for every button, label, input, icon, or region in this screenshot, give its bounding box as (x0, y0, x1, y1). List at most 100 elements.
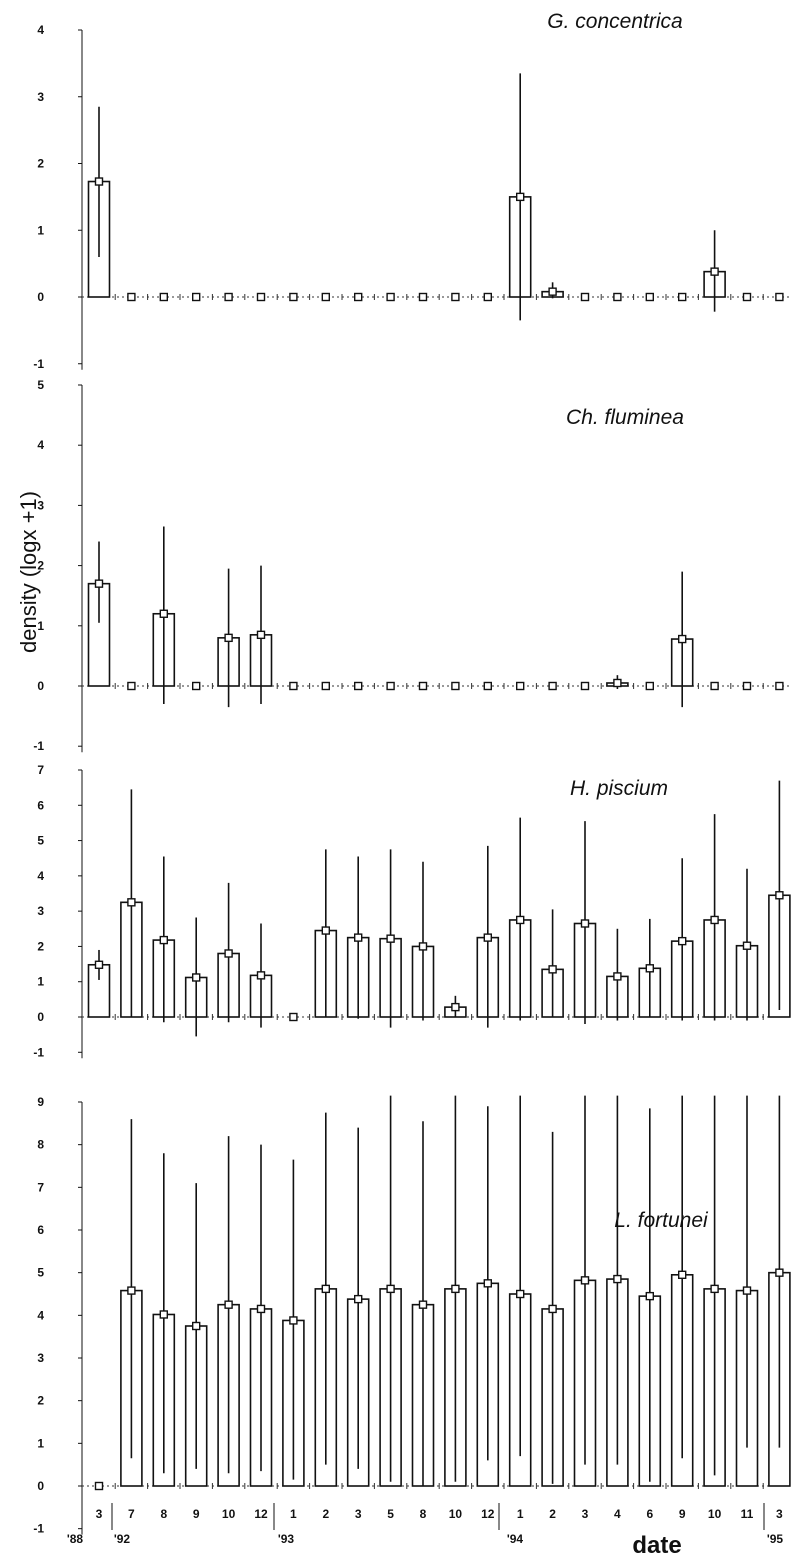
x-axis-title: date (632, 1532, 681, 1558)
y-tick-label: 0 (37, 1010, 44, 1024)
mean-marker (645, 1291, 654, 1301)
y-tick-label: 1 (37, 1436, 44, 1450)
y-tick-label: 1 (37, 223, 44, 237)
mean-marker (127, 898, 136, 907)
y-tick-label: 3 (37, 90, 44, 104)
mean-marker (451, 292, 460, 302)
mean-marker (418, 681, 428, 691)
mean-marker (321, 1284, 330, 1294)
mean-marker (321, 292, 330, 302)
mean-marker (289, 292, 298, 302)
mean-marker (775, 1268, 784, 1277)
x-tick-label: 10 (708, 1507, 722, 1521)
x-tick-label: 2 (322, 1507, 329, 1521)
mean-marker (710, 915, 719, 925)
mean-marker (516, 1289, 525, 1299)
mean-marker (386, 681, 395, 691)
mean-marker (127, 1286, 136, 1295)
mean-marker (289, 1316, 298, 1325)
mean-marker (483, 1279, 492, 1288)
y-tick-label: 3 (37, 904, 44, 918)
mean-marker (580, 292, 590, 302)
mean-marker (418, 292, 428, 302)
mean-marker (159, 1310, 169, 1319)
mean-marker (256, 630, 266, 640)
x-tick-label: 8 (420, 1507, 427, 1521)
mean-marker (191, 973, 201, 982)
mean-marker (613, 678, 622, 688)
x-tick-label: 3 (582, 1507, 589, 1521)
mean-marker (645, 292, 654, 302)
mean-marker (256, 1304, 266, 1314)
mean-marker (386, 1284, 395, 1294)
mean-marker (224, 633, 233, 643)
mean-marker (516, 915, 525, 925)
mean-marker (613, 292, 622, 302)
mean-marker (548, 1304, 557, 1314)
x-tick-label: 2 (549, 1507, 556, 1521)
mean-marker (289, 1012, 298, 1022)
mean-marker (710, 1284, 719, 1294)
mean-marker (645, 964, 654, 973)
mean-marker (191, 1321, 201, 1331)
mean-marker (483, 292, 492, 302)
x-tick-label: 12 (481, 1507, 495, 1521)
mean-marker (483, 933, 492, 942)
mean-marker (613, 972, 622, 981)
mean-marker (159, 935, 169, 945)
mean-marker (775, 891, 784, 900)
mean-marker (516, 192, 525, 202)
y-tick-label: 5 (37, 378, 44, 392)
y-tick-label: 1 (37, 619, 44, 633)
x-tick-label: 5 (387, 1507, 394, 1521)
panel-title: Ch. fluminea (566, 406, 684, 429)
mean-marker (354, 933, 363, 942)
year-label: '88 (67, 1532, 84, 1546)
x-tick-label: 4 (614, 1507, 621, 1521)
year-label: '92 (114, 1532, 131, 1546)
mean-marker (94, 579, 104, 588)
mean-marker (127, 292, 136, 302)
y-tick-label: 2 (37, 559, 44, 573)
y-tick-label: -1 (33, 1522, 44, 1536)
mean-marker (548, 681, 557, 691)
panel-2: -1 0 1 2 3 4 5 Ch. fluminea (33, 378, 790, 753)
mean-marker (256, 971, 266, 980)
mean-marker (710, 681, 719, 691)
mean-marker (94, 960, 104, 969)
y-tick-label: 2 (37, 1394, 44, 1408)
mean-marker (127, 681, 136, 691)
mean-marker (742, 681, 752, 691)
mean-marker (580, 681, 590, 691)
x-tick-label: 9 (679, 1507, 686, 1521)
y-tick-label: 9 (37, 1095, 44, 1109)
x-tick-label: 3 (355, 1507, 362, 1521)
mean-marker (224, 1300, 233, 1309)
x-tick-label: 8 (160, 1507, 167, 1521)
year-label: '95 (767, 1532, 784, 1546)
y-tick-label: 0 (37, 290, 44, 304)
mean-marker (742, 941, 752, 950)
mean-marker (516, 681, 525, 691)
mean-marker (386, 292, 395, 302)
mean-marker (775, 681, 784, 691)
y-tick-label: 5 (37, 834, 44, 848)
mean-marker (678, 292, 687, 302)
mean-marker (613, 1274, 622, 1284)
mean-marker (645, 681, 654, 691)
mean-marker (483, 681, 492, 691)
mean-marker (354, 1294, 363, 1304)
mean-marker (159, 609, 169, 618)
mean-marker (94, 177, 104, 186)
year-label: '93 (278, 1532, 295, 1546)
mean-marker (742, 1286, 752, 1295)
x-tick-label: 7 (128, 1507, 135, 1521)
mean-marker (354, 681, 363, 691)
x-tick-label: 9 (193, 1507, 200, 1521)
x-tick-label: 10 (222, 1507, 236, 1521)
year-label: '94 (507, 1532, 524, 1546)
y-tick-label: 6 (37, 798, 44, 812)
